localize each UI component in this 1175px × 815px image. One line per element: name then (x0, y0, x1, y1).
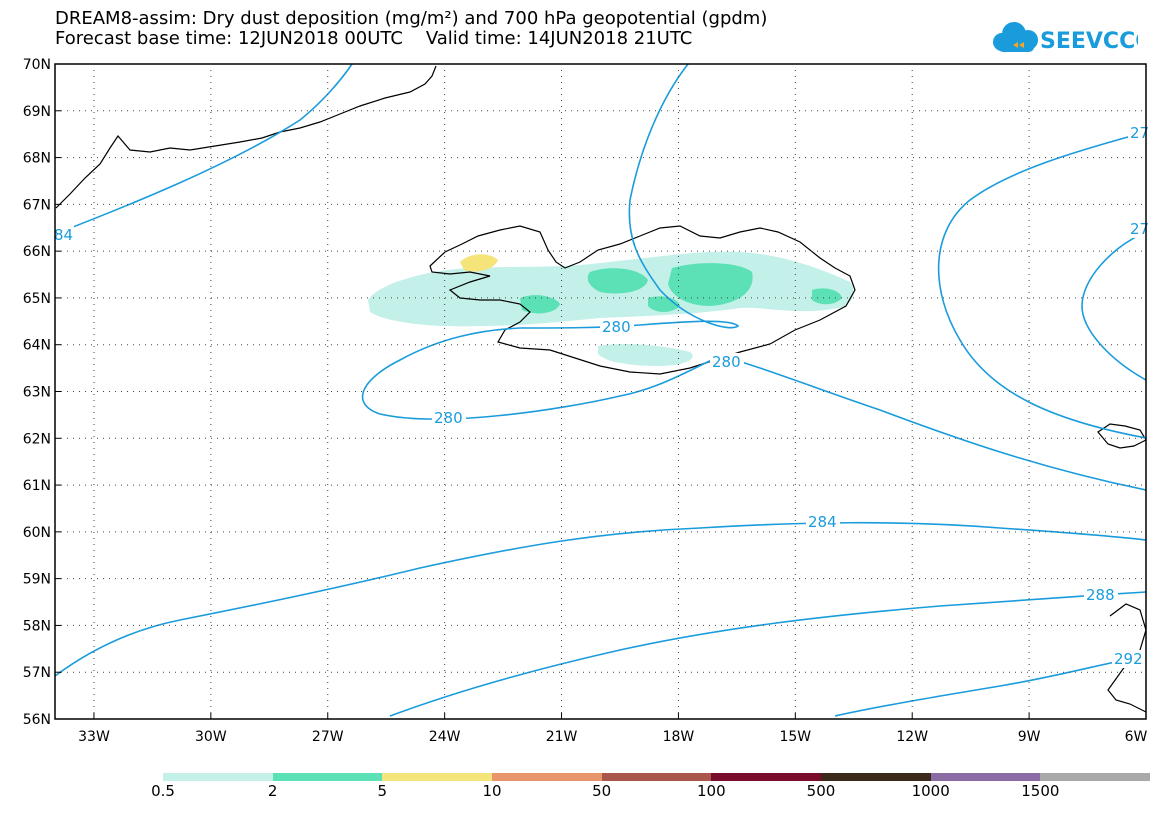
legend-swatch (272, 773, 383, 781)
dust-area-medium-4 (812, 288, 842, 305)
contour-label: 27 (1130, 124, 1149, 142)
latitude-label: 63N (23, 385, 51, 401)
legend-swatch (382, 773, 493, 781)
iceland-coast (429, 225, 856, 375)
coastlines (55, 65, 1147, 713)
legend-swatch (163, 773, 273, 781)
contour-label: 292 (1114, 650, 1143, 668)
legend-label: 100 (697, 782, 726, 800)
latitude-label: 61N (23, 478, 51, 494)
latitude-labels: 70N 69N 68N 67N 66N 65N 64N 63N 62N 61N 60N 59N 58N 5… (23, 57, 51, 728)
contour-label: 280 (712, 353, 741, 371)
map-subtitle: Forecast base time: 12JUN2018 00UTC Vali… (55, 28, 693, 49)
greenland-coast (55, 65, 437, 209)
map-frame (54, 63, 1147, 720)
longitude-label: 15W (779, 729, 811, 745)
contour-label: 284 (808, 513, 837, 531)
legend-label: 2 (267, 782, 278, 800)
longitude-label: 18W (663, 729, 695, 745)
latitude-label: 62N (23, 431, 51, 447)
longitude-label: 30W (195, 729, 227, 745)
latitude-label: 56N (23, 712, 51, 728)
legend-label: 1000 (911, 782, 950, 800)
latitude-label: 65N (23, 291, 51, 307)
contour-280 (361, 63, 1147, 491)
contour-label: 280 (602, 318, 631, 336)
legend-swatch (1040, 773, 1151, 781)
longitude-label: 33W (78, 729, 110, 745)
map-title: DREAM8-assim: Dry dust deposition (mg/m²… (55, 8, 768, 29)
dust-area-medium-2 (668, 263, 753, 306)
longitude-label: 27W (312, 729, 344, 745)
longitude-label: 12W (896, 729, 928, 745)
contour-label: 27 (1130, 220, 1149, 238)
dust-area-medium-1 (587, 268, 648, 294)
latitude-label: 68N (23, 151, 51, 167)
longitude-label: 6W (1125, 729, 1148, 745)
longitude-label: 9W (1018, 729, 1041, 745)
legend-swatch (492, 773, 602, 781)
contour-288 (389, 591, 1147, 717)
contour-284-nw (54, 63, 353, 235)
contour-label: 280 (434, 409, 463, 427)
legend-swatch (821, 773, 931, 781)
longitude-label: 24W (429, 729, 461, 745)
contour-284 (54, 521, 1147, 677)
contour-label: 84 (54, 226, 73, 244)
dust-area-south (598, 344, 693, 366)
legend-label: 0.5 (151, 782, 175, 800)
contour-276-inner (1081, 231, 1147, 381)
legend-swatch (711, 773, 822, 781)
latitude-label: 64N (23, 338, 51, 354)
latitude-label: 58N (23, 618, 51, 634)
contour-label: 288 (1086, 586, 1115, 604)
cloud-icon (993, 22, 1038, 52)
axis-ticks (55, 63, 1147, 720)
contour-276-outer (937, 131, 1147, 439)
longitude-label: 21W (546, 729, 578, 745)
logo-text: SEEVCCC (1040, 29, 1138, 54)
latitude-label: 70N (23, 57, 51, 73)
geopotential-contours (54, 63, 1147, 717)
dust-area-medium-3 (520, 295, 560, 314)
latitude-label: 69N (23, 104, 51, 120)
dust-area-high (460, 254, 498, 272)
legend-swatch (930, 773, 1041, 781)
legend-swatch (601, 773, 712, 781)
longitude-labels: 33W 30W 27W 24W 21W 18W 15W 12W 9W 6W (78, 729, 1147, 745)
latitude-label: 66N (23, 244, 51, 260)
legend-label: 50 (592, 782, 612, 800)
latitude-label: 60N (23, 525, 51, 541)
dust-shading (368, 251, 854, 366)
graticule (55, 64, 1146, 719)
legend-label: 500 (806, 782, 836, 800)
seevccc-logo: SEEVCCC (993, 22, 1138, 54)
color-legend (163, 773, 1151, 781)
legend-label: 1500 (1021, 782, 1060, 800)
latitude-label: 67N (23, 197, 51, 213)
legend-label: 5 (377, 782, 388, 800)
latitude-label: 57N (23, 665, 51, 681)
contour-292 (834, 655, 1147, 717)
contour-labels: 280 280 280 284 288 84 27 27 292 (54, 124, 1149, 668)
latitude-label: 59N (23, 572, 51, 588)
legend-label: 10 (482, 782, 502, 800)
